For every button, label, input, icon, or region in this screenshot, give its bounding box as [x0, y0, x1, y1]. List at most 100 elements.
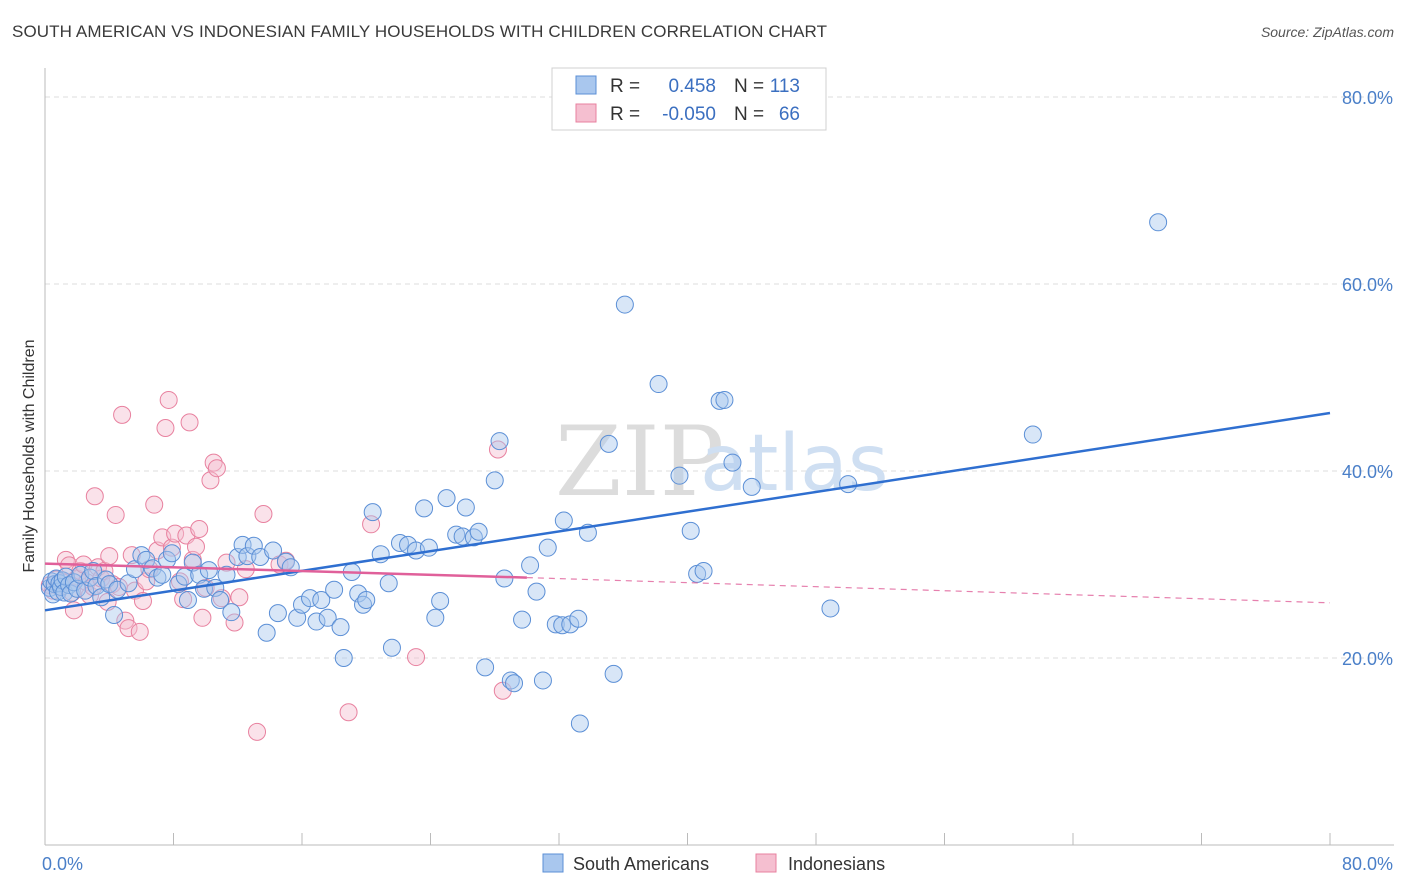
south-americans-points [40, 213, 1168, 733]
south-americans-point [437, 489, 456, 508]
indonesians-trendline [44, 562, 527, 579]
x-tick-label: 80.0% [1342, 854, 1393, 874]
legend-r-label: R = [610, 104, 640, 125]
south-americans-point [307, 612, 326, 631]
south-americans-point [447, 525, 466, 544]
south-americans-point [318, 608, 337, 627]
bottom-legend-swatch-pink [755, 853, 777, 873]
south-americans-point [1149, 213, 1168, 232]
south-americans-point [821, 599, 840, 618]
indonesians-point [248, 722, 267, 741]
y-axis-label: Family Households with Children [21, 340, 38, 573]
south-americans-point [61, 584, 80, 603]
south-americans-point [379, 574, 398, 593]
chart-source: Source: ZipAtlas.com [1260, 24, 1394, 40]
south-americans-point [476, 658, 495, 677]
y-tick-label: 60.0% [1342, 275, 1393, 295]
south-americans-point [244, 536, 263, 555]
bottom-legend-label-south-americans: South Americans [573, 854, 709, 874]
y-tick-label: 80.0% [1342, 88, 1393, 108]
indonesians-point [137, 572, 156, 591]
indonesians-point [339, 703, 358, 722]
indonesians-point [106, 505, 125, 524]
indonesians-trendline-extension [526, 576, 1331, 604]
south-americans-point [1023, 425, 1042, 444]
south-americans-point [331, 618, 350, 637]
south-americans-point [670, 466, 689, 485]
south-americans-point [490, 432, 509, 451]
south-americans-point [325, 580, 344, 599]
south-americans-point [419, 538, 438, 557]
indonesians-point [113, 405, 132, 424]
legend-r-value: 0.458 [668, 76, 716, 97]
south-americans-point [431, 591, 450, 610]
south-americans-point [312, 591, 331, 610]
indonesians-point [225, 613, 244, 632]
legend-n-label: N = [734, 76, 764, 97]
stats-legend-box [551, 67, 827, 131]
south-americans-point [228, 548, 247, 567]
south-americans-point [554, 511, 573, 530]
south-americans-point [599, 434, 618, 453]
south-americans-point [469, 522, 488, 541]
indonesians-point [230, 588, 249, 607]
south-americans-point [742, 477, 761, 496]
bottom-legend-label-indonesians: Indonesians [788, 854, 885, 874]
indonesians-point [145, 495, 164, 514]
south-americans-point [505, 674, 524, 693]
south-americans-point [513, 610, 532, 629]
south-americans-point [211, 591, 230, 610]
x-tick-labels: 0.0% 80.0% [42, 854, 1393, 874]
indonesians-point [186, 537, 205, 556]
indonesians-point [407, 648, 426, 667]
south-americans-point [604, 664, 623, 683]
south-americans-point [569, 609, 588, 628]
indonesians-point [156, 418, 175, 437]
south-americans-point [162, 544, 181, 563]
south-americans-point [105, 605, 124, 624]
south-americans-point [143, 559, 162, 578]
south-americans-point [456, 498, 475, 517]
x-tick-label: 0.0% [42, 854, 83, 874]
south-americans-point [264, 541, 283, 560]
south-americans-point [501, 671, 520, 690]
south-americans-point [527, 582, 546, 601]
legend-n-value: 66 [779, 104, 800, 125]
south-americans-point [533, 671, 552, 690]
south-americans-point [178, 591, 197, 610]
south-americans-point [199, 561, 218, 580]
south-americans-point [382, 638, 401, 657]
south-americans-point [538, 538, 557, 557]
south-americans-point [485, 471, 504, 490]
legend-n-label: N = [734, 104, 764, 125]
watermark: ZIP atlas [555, 406, 889, 518]
south-americans-point [357, 591, 376, 610]
south-americans-point [148, 568, 167, 587]
chart-title: SOUTH AMERICAN VS INDONESIAN FAMILY HOUS… [12, 22, 828, 41]
south-americans-point [715, 390, 734, 409]
south-americans-point [495, 569, 514, 588]
south-americans-point [301, 589, 320, 608]
watermark-atlas: atlas [700, 419, 889, 509]
south-americans-point [257, 623, 276, 642]
indonesians-point [207, 459, 226, 478]
south-americans-point [415, 499, 434, 518]
south-americans-point [694, 562, 713, 581]
axes [44, 68, 1394, 846]
legend-r-label: R = [610, 76, 640, 97]
indonesians-point [119, 619, 138, 638]
bottom-legend-swatch-blue [542, 853, 564, 873]
south-americans-point [723, 453, 742, 472]
legend-swatch-blue [575, 75, 597, 95]
y-tick-labels: 20.0% 40.0% 60.0% 80.0% [1342, 88, 1393, 669]
south-americans-point [570, 714, 589, 733]
indonesians-point [162, 538, 181, 557]
indonesians-point [204, 453, 223, 472]
bottom-legend: South Americans Indonesians [542, 853, 885, 874]
south-americans-trendline [44, 411, 1331, 612]
south-americans-point [153, 565, 172, 584]
indonesians-point [100, 547, 119, 566]
indonesians-point [122, 546, 141, 565]
indonesians-point [85, 487, 104, 506]
